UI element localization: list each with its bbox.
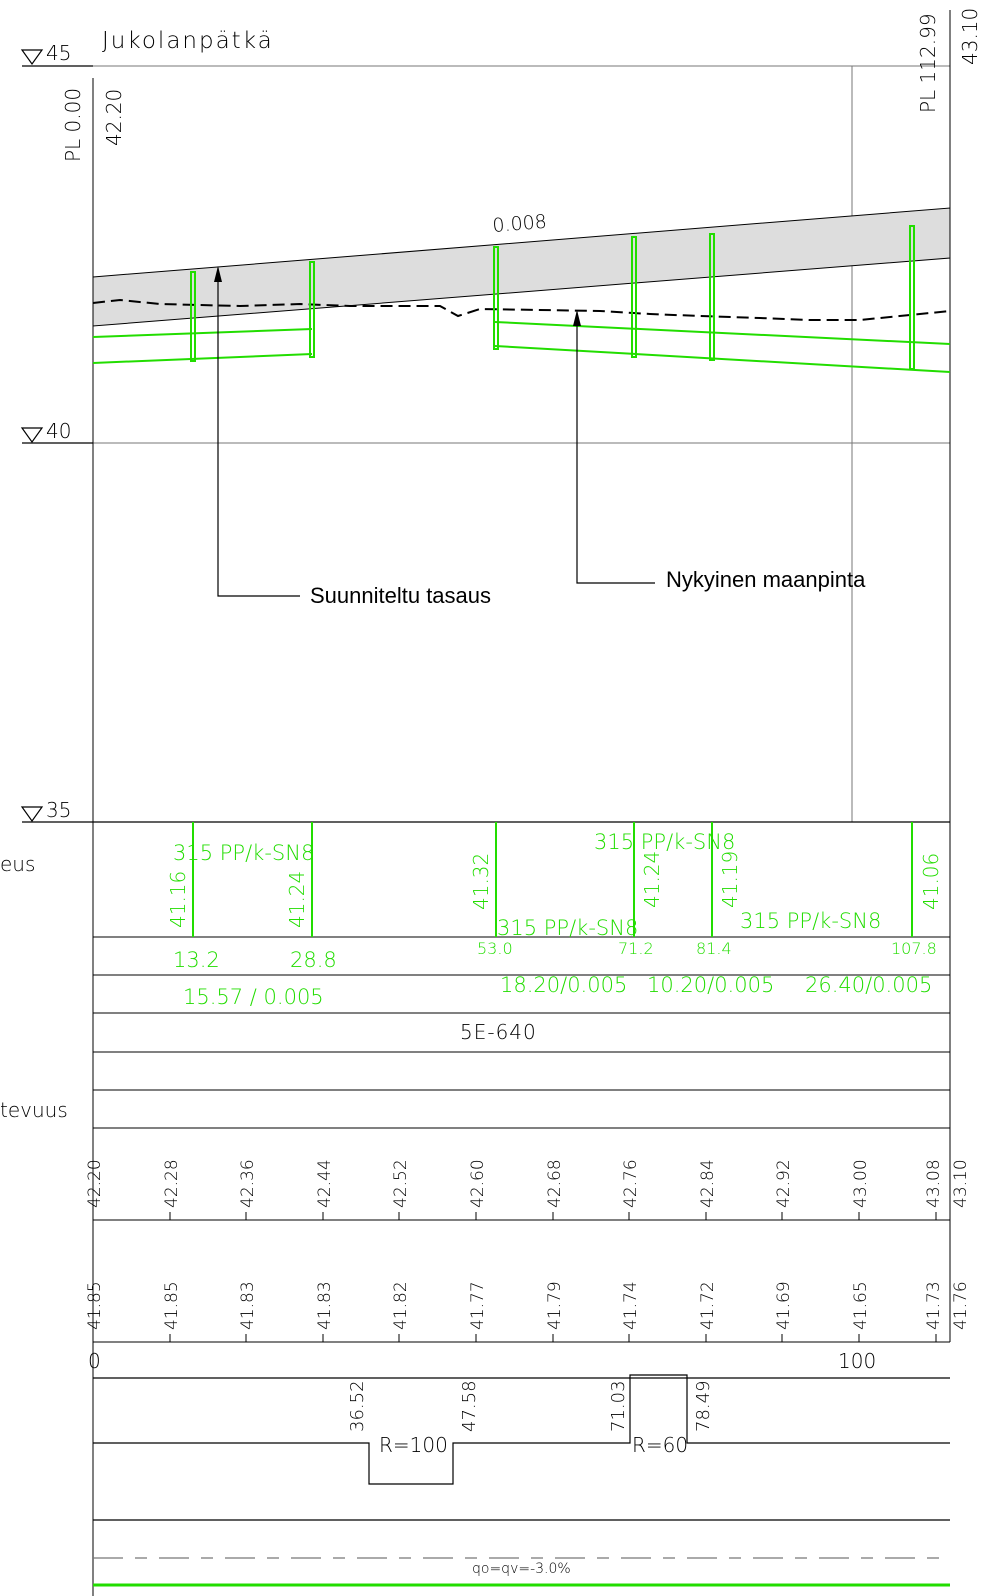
ground-level-value: 41.83 [315,1281,335,1330]
ground-level-value: 41.79 [545,1281,565,1330]
curve1-radius: R=100 [379,1433,448,1457]
well-level-3: 41.32 [469,853,493,910]
ground-level-value: 41.69 [774,1281,794,1330]
well-station-4: 71.2 [618,939,654,958]
data-table-lines [93,936,950,1129]
design-level-ticks: 42.20 42.28 42.36 42.44 42.52 42.60 42.68 42.76… [85,1159,971,1220]
design-level-value: 42.84 [698,1159,718,1208]
annotation-existing-ground: Nykyinen maanpinta [666,567,866,592]
station-axis-100: 100 [838,1349,876,1373]
curve1-start: 36.52 [347,1380,368,1432]
design-level-value: 42.52 [391,1159,411,1208]
well-station-5: 81.4 [696,939,732,958]
well-stations: 13.2 28.8 53.0 71.2 81.4 107.8 [173,939,937,972]
ground-level-value: 41.74 [621,1281,641,1330]
station-start-label: PL 0.00 [61,88,85,162]
elevation-label-40: 40 [46,419,71,443]
profile-frame [92,10,951,1596]
curve2-radius: R=60 [632,1433,688,1457]
well-station-6: 107.8 [891,939,937,958]
segment-slope-3: 10.20/0.005 [647,973,774,997]
level-axes [93,1128,951,1343]
pipe-label-1: 315 PP/k-SN8 [173,841,314,865]
design-level-value: 42.20 [85,1159,105,1208]
segment-slope-4: 26.40/0.005 [805,973,932,997]
well-station-3: 53.0 [477,939,513,958]
design-level-value: 42.68 [545,1159,565,1208]
pipe-label-3: 315 PP/k-SN8 [594,830,735,854]
ground-level-value: 41.85 [85,1281,105,1330]
design-level-value: 42.36 [238,1159,258,1208]
row-label-1: eus [0,852,35,876]
ground-level-value: 41.82 [391,1281,411,1330]
sewer-pipes [92,225,951,373]
well-level-5: 41.19 [718,851,742,908]
manhole-table-lines [192,822,913,937]
ground-level-value: 41.76 [951,1281,971,1330]
well-levels: 41.16 41.24 41.32 41.24 41.19 41.06 [166,851,943,928]
pipe-type: 5E-640 [460,1020,537,1044]
crossfall-label: qo=qv=-3.0% [472,1561,571,1577]
design-level-value: 42.92 [774,1159,794,1208]
elevation-label-35: 35 [46,798,71,822]
design-level-value: 42.28 [162,1159,182,1208]
design-level-value: 42.60 [468,1159,488,1208]
design-level-value: 43.00 [851,1159,871,1208]
well-level-1: 41.16 [166,871,190,928]
design-level-value: 43.10 [951,1159,971,1208]
curve2-end: 78.49 [693,1380,714,1432]
design-grade-band [92,207,951,327]
pipe-label-2: 315 PP/k-SN8 [497,916,638,940]
ground-level-value: 41.73 [924,1281,944,1330]
curve1-end: 47.58 [459,1380,480,1432]
station-end-level: 43.10 [958,8,982,65]
ground-level-value: 41.65 [851,1281,871,1330]
existing-ground-line [92,298,951,321]
arrow-design-grade [214,266,222,282]
ground-level-value: 41.72 [698,1281,718,1330]
well-level-6: 41.06 [919,853,943,910]
elevation-label-45: 45 [46,41,71,65]
curve2-start: 71.03 [608,1380,629,1432]
well-level-4: 41.24 [640,851,664,908]
arrow-existing-ground [573,310,581,326]
design-level-value: 42.44 [315,1159,335,1208]
elevation-markers [20,49,950,823]
profile-title: Jukolanpätkä [102,28,274,54]
station-start-level: 42.20 [102,89,126,146]
ground-level-value: 41.85 [162,1281,182,1330]
ground-level-ticks: 41.85 41.85 41.83 41.83 41.82 41.77 41.79 41.74… [85,1281,971,1342]
alignment-diagram [93,1374,950,1521]
slope-label: 0.008 [492,211,548,237]
annotation-leaders [217,268,655,597]
segment-slope-1: 15.57 / 0.005 [183,985,324,1009]
ground-level-value: 41.83 [238,1281,258,1330]
pipe-label-4: 315 PP/k-SN8 [740,909,881,933]
segment-slope-2: 18.20/0.005 [500,973,627,997]
design-level-value: 42.76 [621,1159,641,1208]
well-station-2: 28.8 [290,948,337,972]
segment-slopes: 15.57 / 0.005 18.20/0.005 10.20/0.005 26… [183,973,932,1009]
ground-level-value: 41.77 [468,1281,488,1330]
annotation-design-grade: Suunniteltu tasaus [310,583,491,608]
station-axis-0: 0 [88,1349,101,1373]
station-end-label: PL 112.99 [916,13,940,113]
pipe-labels: 315 PP/k-SN8 315 PP/k-SN8 315 PP/k-SN8 3… [173,830,881,940]
well-station-1: 13.2 [173,948,220,972]
row-label-6: tevuus [0,1098,68,1122]
well-level-2: 41.24 [285,871,309,928]
design-level-value: 43.08 [924,1159,944,1208]
